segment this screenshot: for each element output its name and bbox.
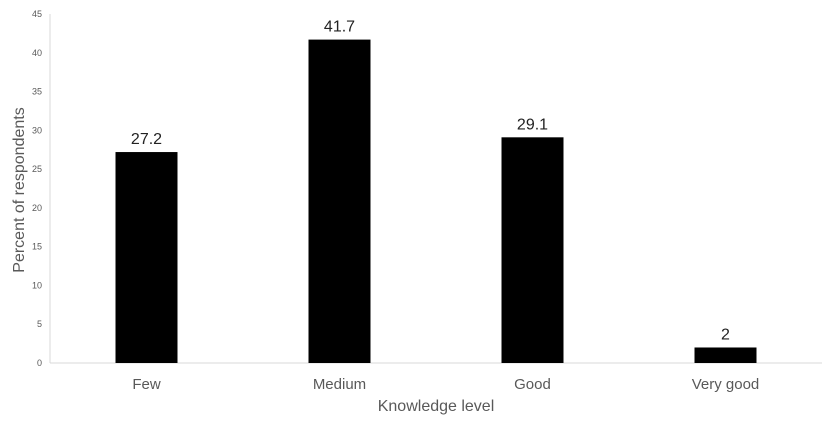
x-axis-title: Knowledge level bbox=[378, 398, 495, 415]
y-tick-label: 35 bbox=[32, 87, 42, 97]
bar-series bbox=[115, 39, 757, 364]
y-tick-label: 40 bbox=[32, 48, 42, 58]
bar bbox=[308, 39, 371, 364]
y-tick-label: 10 bbox=[32, 280, 42, 290]
bar-value-label: 29.1 bbox=[517, 116, 548, 133]
y-tick-label: 25 bbox=[32, 164, 42, 174]
x-tick-label: Very good bbox=[692, 376, 760, 393]
y-tick-label: 15 bbox=[32, 242, 42, 252]
y-tick-label: 5 bbox=[37, 319, 42, 329]
bar bbox=[694, 347, 757, 363]
x-tick-label: Good bbox=[514, 376, 551, 393]
y-tick-label: 0 bbox=[37, 358, 42, 368]
x-axis-ticks: Few Medium Good Very good bbox=[132, 376, 759, 393]
bar bbox=[501, 137, 564, 363]
data-labels: 27.2 41.7 29.1 2 bbox=[131, 19, 730, 344]
bar-value-label: 27.2 bbox=[131, 131, 162, 148]
y-tick-label: 30 bbox=[32, 125, 42, 135]
y-tick-label: 20 bbox=[32, 203, 42, 213]
x-tick-label: Few bbox=[132, 376, 161, 393]
y-axis-ticks: 0 5 10 15 20 25 30 35 40 45 bbox=[32, 9, 42, 368]
bar-value-label: 2 bbox=[721, 326, 730, 343]
bar bbox=[115, 152, 178, 363]
y-axis-title: Percent of respondents bbox=[11, 107, 28, 272]
bar-value-label: 41.7 bbox=[324, 19, 355, 36]
y-tick-label: 45 bbox=[32, 9, 42, 19]
x-tick-label: Medium bbox=[313, 376, 366, 393]
